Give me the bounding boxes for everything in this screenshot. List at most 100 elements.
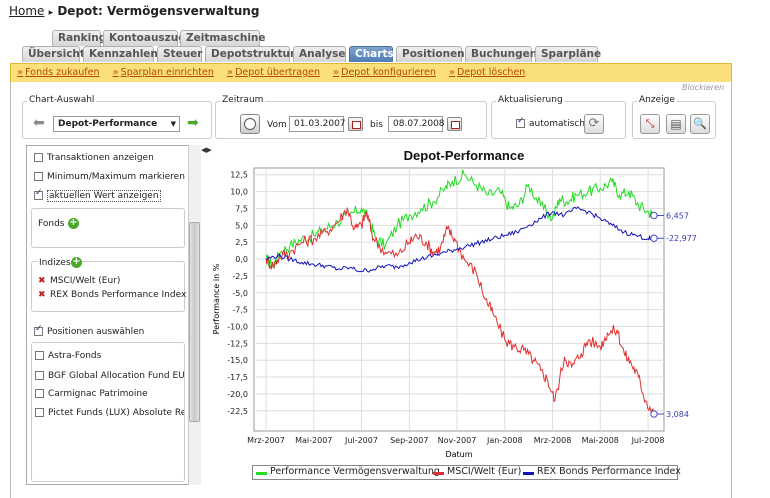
- refresh-icon[interactable]: ⟳: [584, 114, 604, 134]
- position-bgf-label: BGF Global Allocation Fund EUR hed: [48, 371, 185, 381]
- option-transaktionen-label: Transaktionen anzeigen: [47, 153, 154, 163]
- calendar-from-icon[interactable]: [348, 117, 363, 131]
- breadcrumb: Home ▸ Depot: Vermögensverwaltung: [9, 4, 259, 18]
- series-line-1: [265, 206, 655, 415]
- tab-charts[interactable]: Charts: [349, 46, 394, 62]
- x-tick-label: Mai-2008: [582, 436, 619, 445]
- option-transaktionen-checkbox[interactable]: [34, 153, 43, 162]
- position-astra-label: Astra-Fonds: [48, 351, 102, 361]
- date-to-input[interactable]: 08.07.2008: [388, 116, 445, 132]
- end-marker-2: [650, 234, 658, 242]
- x-tick-label: Mrz-2008: [534, 436, 572, 445]
- y-tick-label: -10,0: [227, 322, 248, 331]
- series-line-0: [265, 169, 655, 271]
- legend-rex: REX Bonds Performance Index: [537, 466, 681, 477]
- position-pictet-checkbox[interactable]: [35, 408, 44, 417]
- y-tick-label: -17,5: [227, 373, 248, 382]
- link-sparplan-einrichten[interactable]: » Sparplan einrichten: [112, 67, 214, 78]
- end-marker-1: [650, 410, 658, 418]
- index-msci-label: MSCI/Welt (Eur): [50, 276, 121, 286]
- indizes-group: [31, 261, 185, 312]
- position-bgf-checkbox[interactable]: [35, 371, 44, 380]
- tab-kennzahlen[interactable]: Kennzahlen: [83, 46, 158, 62]
- y-tick-label: -12,5: [227, 339, 248, 348]
- scrollbar-thumb[interactable]: [189, 222, 200, 422]
- link-depot-uebertragen[interactable]: » Depot übertragen: [226, 67, 320, 78]
- date-from-input[interactable]: 01.03.2007: [289, 116, 346, 132]
- positionen-list: Astra-Fonds BGF Global Allocation Fund E…: [31, 342, 185, 482]
- page-title: Depot: Vermögensverwaltung: [57, 4, 260, 18]
- display-label: Anzeige: [637, 95, 677, 105]
- chart-title: Depot-Performance: [404, 148, 525, 163]
- y-tick-label: -20,0: [227, 390, 248, 399]
- option-minmax-checkbox[interactable]: [34, 172, 43, 181]
- tab-uebersicht[interactable]: Übersicht: [22, 46, 85, 62]
- breadcrumb-separator-icon: ▸: [48, 8, 54, 18]
- remove-rex-icon[interactable]: ✖: [38, 290, 46, 300]
- auto-refresh-label: automatisch: [529, 119, 585, 129]
- y-tick-label: 0,0: [235, 255, 248, 264]
- plot-area: [253, 167, 665, 432]
- x-tick-label: Mrz-2007: [247, 436, 285, 445]
- calendar-to-icon[interactable]: [447, 117, 462, 131]
- tab-analyse[interactable]: Analyse: [293, 46, 346, 62]
- positionen-checkbox[interactable]: [34, 324, 43, 336]
- y-tick-label: 7,5: [235, 204, 248, 213]
- blockieren-link[interactable]: Blockieren: [682, 83, 725, 92]
- legend-swatch-msci: [433, 472, 444, 475]
- tab-ranking[interactable]: Ranking: [52, 30, 106, 46]
- chart-select-dropdown[interactable]: Depot-Performance ▼: [53, 116, 180, 132]
- tab-kontoauszug[interactable]: Kontoauszug: [103, 30, 186, 46]
- fullscreen-icon[interactable]: ⤡: [640, 114, 660, 134]
- option-aktueller-wert-label: aktuellen Wert anzeigen: [47, 190, 161, 202]
- y-tick-label: 2,5: [235, 238, 248, 247]
- add-fonds-icon[interactable]: +: [68, 217, 79, 229]
- collapse-panel-icon[interactable]: ◀▶: [201, 146, 212, 154]
- position-astra-checkbox[interactable]: [35, 351, 44, 360]
- index-rex-label: REX Bonds Performance Index: [50, 290, 187, 300]
- positionen-label: Positionen auswählen: [47, 327, 145, 337]
- chevron-down-icon: ▼: [170, 120, 176, 128]
- position-carmignac-checkbox[interactable]: [35, 389, 44, 398]
- fonds-label: Fonds: [38, 219, 65, 229]
- y-tick-label: -15,0: [227, 356, 248, 365]
- add-index-icon[interactable]: +: [71, 256, 82, 268]
- breadcrumb-home-link[interactable]: Home: [9, 4, 45, 18]
- tab-zeitmaschine[interactable]: Zeitmaschine: [180, 30, 266, 46]
- x-tick-label: Mai-2007: [295, 436, 332, 445]
- y-tick-label: 12,5: [230, 171, 248, 180]
- indizes-label: Indizes: [38, 258, 72, 268]
- performance-chart: Depot-Performance 6,457 3,084 -22,977 12,5…: [212, 148, 697, 459]
- print-icon[interactable]: ▤: [666, 114, 686, 134]
- chart-selection-label: Chart-Auswahl: [27, 95, 97, 105]
- clock-icon[interactable]: [240, 114, 260, 134]
- chart-legend: [252, 465, 678, 480]
- option-aktueller-wert-checkbox[interactable]: [34, 188, 43, 200]
- auto-refresh-checkbox[interactable]: [516, 116, 525, 128]
- position-carmignac-label: Carmignac Patrimoine: [48, 389, 148, 399]
- y-axis-label: Performance in %: [212, 263, 221, 334]
- link-fonds-zukaufen[interactable]: » Fonds zukaufen: [17, 67, 100, 78]
- zoom-icon[interactable]: 🔍: [690, 114, 710, 134]
- tab-depotstruktur[interactable]: Depotstruktur: [205, 46, 295, 62]
- link-depot-loeschen[interactable]: » Depot löschen: [448, 67, 526, 78]
- tab-positionen[interactable]: Positionen: [396, 46, 465, 62]
- back-arrow-icon[interactable]: ⬅: [33, 115, 45, 131]
- tab-sparplaene[interactable]: Sparpläne: [535, 46, 601, 62]
- end-marker-0: [650, 211, 658, 220]
- forward-arrow-icon[interactable]: ➡: [187, 115, 199, 131]
- link-depot-konfigurieren[interactable]: » Depot konfigurieren: [333, 67, 436, 78]
- y-tick-label: -22,5: [227, 407, 248, 416]
- x-tick-label: Nov-2007: [438, 436, 477, 445]
- end-value-label-0: 6,457: [666, 211, 689, 220]
- y-tick-label: -2,5: [232, 272, 248, 281]
- y-tick-label: 10,0: [230, 188, 248, 197]
- tab-steuer[interactable]: Steuer: [157, 46, 202, 62]
- vom-label: Vom: [267, 120, 287, 130]
- x-tick-label: Jan-2008: [486, 436, 523, 445]
- y-tick-label: 5,0: [235, 221, 248, 230]
- tab-buchungen[interactable]: Buchungen: [465, 46, 537, 62]
- y-tick-label: -7,5: [232, 306, 248, 315]
- end-value-label-2: -22,977: [666, 234, 697, 243]
- remove-msci-icon[interactable]: ✖: [38, 276, 46, 286]
